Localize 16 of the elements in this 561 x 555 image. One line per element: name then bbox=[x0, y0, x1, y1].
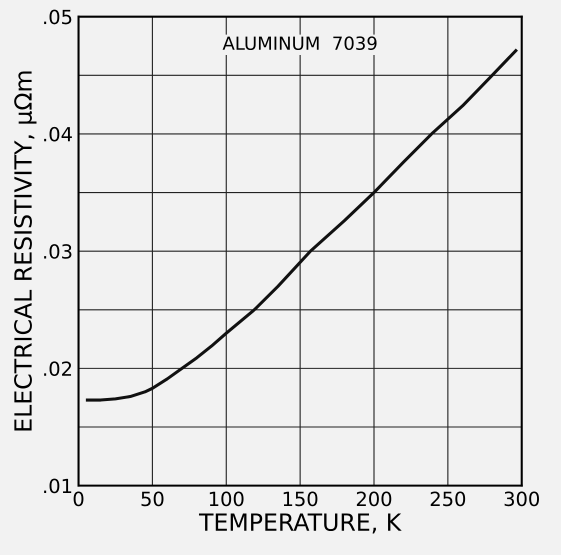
line-series bbox=[86, 49, 518, 402]
x-tick-label: 50 bbox=[142, 492, 164, 506]
x-tick-label: 250 bbox=[430, 492, 466, 506]
x-tick-label: 300 bbox=[504, 492, 539, 506]
y-tick-label: .03 bbox=[44, 244, 72, 259]
y-tick-label: .02 bbox=[44, 361, 72, 376]
y-tick-label: .04 bbox=[44, 126, 72, 142]
x-tick-label: 200 bbox=[356, 492, 392, 506]
x-tick-label: 100 bbox=[210, 492, 244, 506]
y-tick-label: .01 bbox=[44, 478, 72, 494]
annotation: ALUMINUM 7039 bbox=[222, 36, 377, 50]
x-axis-title: TEMPERATURE, K bbox=[198, 514, 402, 534]
x-tick-label: 150 bbox=[284, 492, 318, 506]
y-tick-label: .05 bbox=[44, 10, 72, 24]
y-axis-title: ELECTRICAL RESISTIVITY, μΩm bbox=[14, 72, 37, 430]
x-tick-label: 0 bbox=[74, 492, 84, 506]
